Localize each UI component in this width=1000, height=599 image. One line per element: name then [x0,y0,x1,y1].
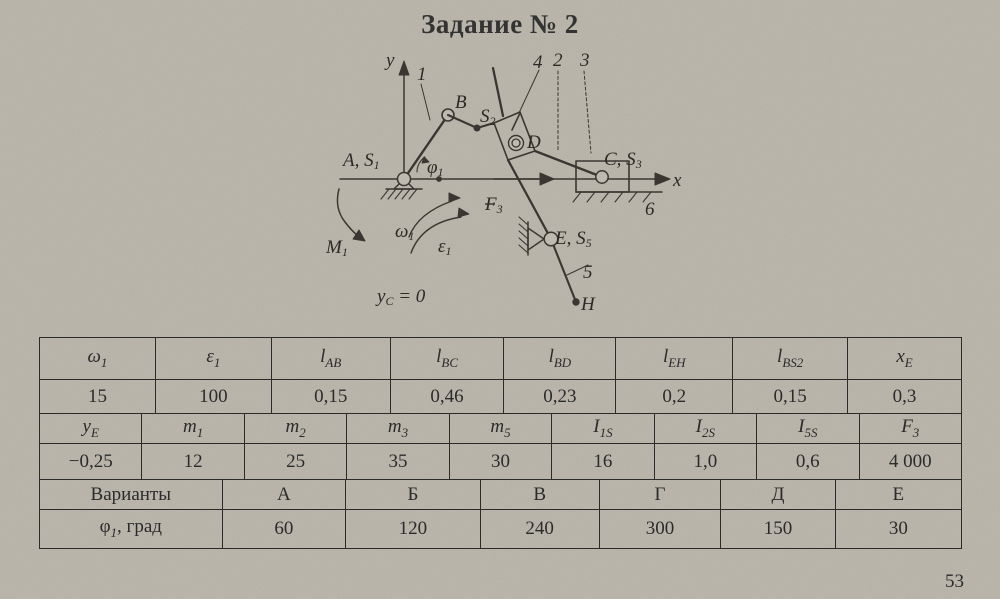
svg-text:M1: M1 [325,237,348,259]
svg-text:5: 5 [583,262,593,283]
svg-text:1: 1 [417,64,427,85]
svg-text:6: 6 [645,199,655,220]
svg-text:C, S3: C, S3 [604,149,642,171]
svg-text:A, S1: A, S1 [341,150,380,172]
svg-text:x: x [672,170,682,191]
svg-text:ε1: ε1 [438,236,452,258]
svg-text:yC = 0: yC = 0 [375,286,426,308]
svg-text:ω1: ω1 [395,221,414,243]
svg-text:H: H [580,294,596,315]
svg-text:B: B [455,92,467,113]
svg-text:4: 4 [533,52,543,73]
svg-text:E, S5: E, S5 [554,228,592,250]
svg-text:3: 3 [579,50,590,71]
svg-text:φ1: φ1 [427,157,444,179]
svg-text:2: 2 [553,50,563,71]
svg-text:D: D [526,132,541,153]
svg-text:S2: S2 [480,106,496,128]
svg-text:F3: F3 [484,194,503,216]
svg-text:y: y [384,50,395,71]
